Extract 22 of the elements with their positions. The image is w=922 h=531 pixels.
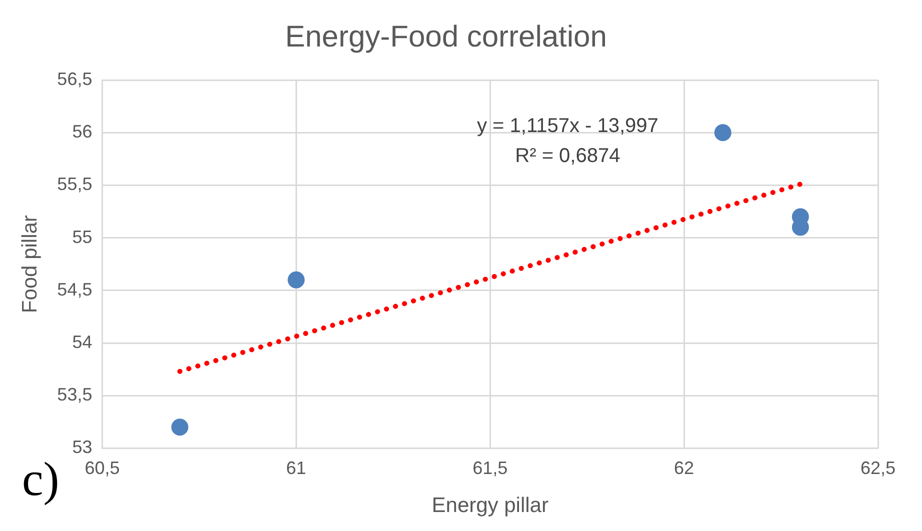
x-tick-label: 60,5: [84, 458, 120, 478]
y-tick-label: 54: [72, 332, 92, 352]
point: [171, 418, 188, 436]
y-tick-label: 53,5: [57, 384, 92, 405]
x-axis-title: Energy pillar: [432, 494, 548, 518]
y-tick-label: 53: [72, 437, 92, 458]
y-tick-label: 54,5: [57, 279, 92, 300]
chart-title: Energy-Food correlation: [285, 20, 607, 54]
y-tick-label: 56: [72, 122, 92, 142]
y-tick-label: 55,5: [57, 174, 92, 194]
x-tick-label: 61: [286, 458, 306, 478]
annotation: R² = 0,6874: [515, 145, 620, 167]
x-tick-label: 62: [674, 458, 694, 478]
x-tick-label: 62,5: [860, 458, 896, 478]
point: [714, 124, 732, 142]
text: c): [22, 452, 60, 507]
x-tick-label: 61,5: [472, 458, 508, 478]
y-axis-title: Food pillar: [18, 215, 42, 314]
y-tick-label: 56,5: [57, 68, 92, 89]
y-tick-label: 55: [72, 226, 92, 247]
annotation: y = 1,1157x - 13,997: [476, 115, 658, 137]
point: [288, 271, 305, 288]
